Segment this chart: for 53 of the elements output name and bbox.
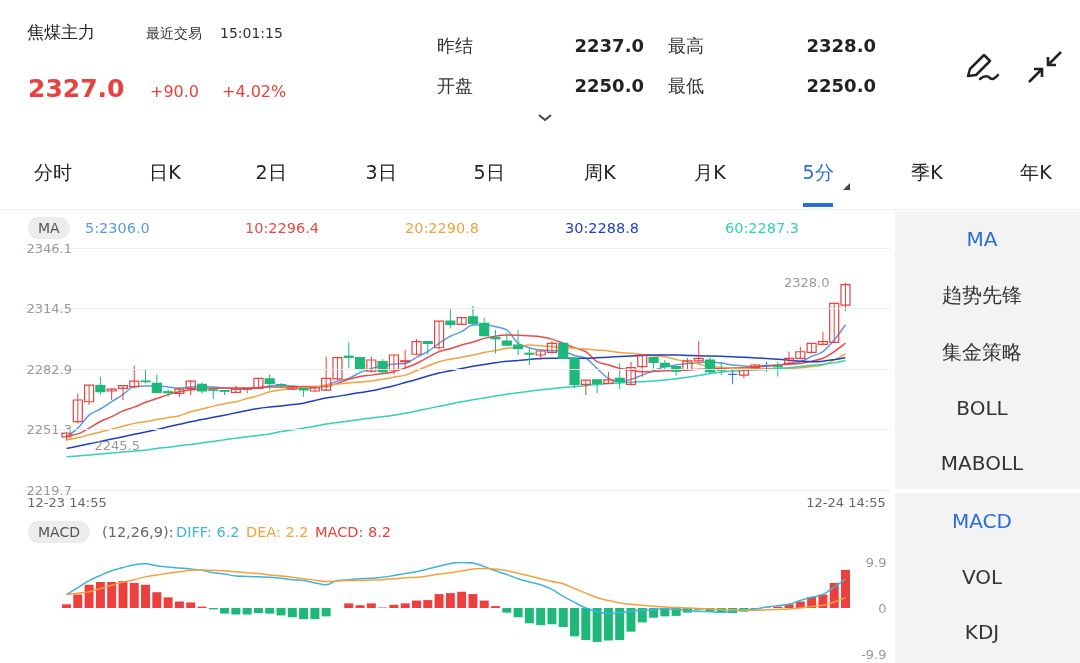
text: 最低 — [668, 74, 704, 97]
text: KDJ — [964, 619, 1000, 644]
chart-subtitle: (12,26,9): — [102, 523, 174, 542]
text: 5分 — [802, 161, 834, 184]
x-tick-label: 12-24 14:55 — [806, 494, 886, 510]
text: 年K — [1020, 161, 1052, 184]
text: 最近交易 — [146, 24, 202, 42]
chart-title: MA — [28, 217, 70, 239]
text: MA — [966, 226, 998, 251]
y-tick-label: 9.9 — [865, 554, 887, 570]
text: 30:2288.8 — [565, 219, 640, 238]
text: 月K — [694, 161, 726, 184]
text: MACD: 8.2 — [315, 523, 392, 542]
series-label: DIFF: 6.2 — [176, 523, 240, 542]
chart-title: MACD — [28, 521, 90, 543]
text: 分时 — [34, 161, 72, 184]
text: 20:2290.8 — [405, 219, 480, 238]
y-tick-label: -9.9 — [861, 646, 887, 662]
y-tick-label: 0 — [878, 600, 887, 616]
annotation: 2245.5 — [94, 437, 141, 453]
text: BOLL — [956, 395, 1008, 420]
text: 昨结 — [437, 34, 473, 57]
y-tick-label: 2282.9 — [26, 361, 72, 377]
annotation: 2328.0 — [783, 274, 830, 290]
text: DEA: 2.2 — [246, 523, 309, 542]
y-tick-label: 2346.1 — [26, 240, 72, 256]
text: 5日 — [473, 161, 505, 184]
text: 焦煤主力 — [27, 22, 95, 43]
y-tick-label: 2251.3 — [26, 422, 72, 437]
text: MABOLL — [940, 450, 1024, 475]
text: 2327.0 — [28, 73, 125, 104]
text: 2日 — [255, 161, 287, 184]
text: 2250.0 — [806, 74, 876, 97]
text: +4.02% — [222, 81, 287, 102]
text: 趋势先锋 — [942, 282, 1022, 307]
text: 集金策略 — [942, 339, 1022, 364]
text: 日K — [149, 161, 181, 184]
text: 15:01:15 — [220, 24, 283, 42]
text: 周K — [584, 161, 616, 184]
y-tick-label: 2314.5 — [26, 301, 72, 316]
text: 最高 — [668, 34, 704, 57]
text: 2250.0 — [574, 74, 644, 97]
text: 2328.0 — [806, 34, 876, 57]
text: +90.0 — [150, 81, 200, 102]
text: 10:2296.4 — [245, 219, 320, 238]
text: 5:2306.0 — [85, 219, 150, 238]
text: 开盘 — [437, 74, 473, 97]
text: 2237.0 — [574, 34, 644, 57]
text: MACD — [952, 508, 1012, 533]
text: VOL — [961, 564, 1003, 589]
text: 季K — [911, 161, 943, 184]
text: 3日 — [365, 161, 397, 184]
text: 60:2287.3 — [725, 219, 800, 238]
